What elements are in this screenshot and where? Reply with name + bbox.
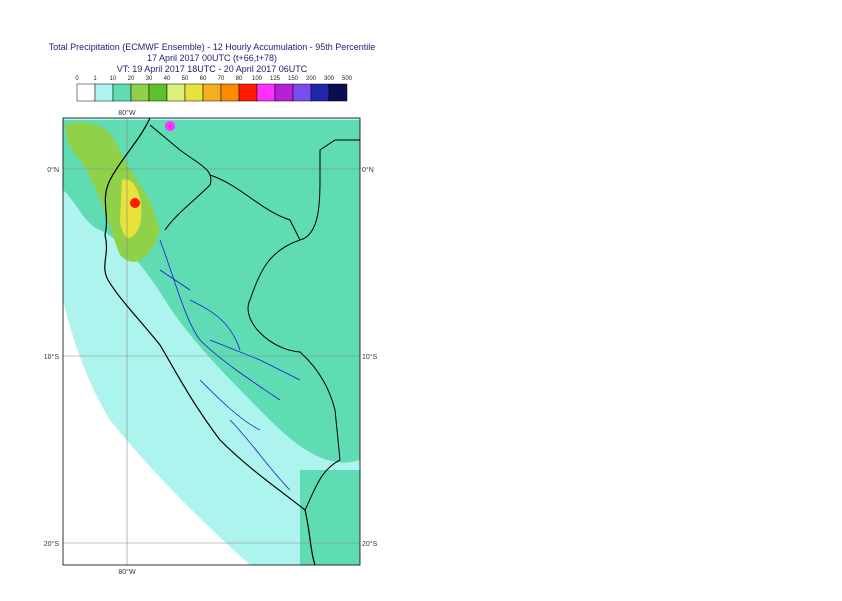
colorbar-label: 80	[236, 76, 243, 82]
colorbar-swatch	[148, 83, 168, 102]
colorbar-swatch	[220, 83, 240, 102]
colorbar-swatch	[256, 83, 276, 102]
lon-label: 80°W	[118, 109, 136, 117]
colorbar-swatch	[130, 83, 150, 102]
moderate-precip	[300, 470, 360, 565]
colorbar-label: 10	[110, 76, 117, 82]
colorbar-swatch	[166, 83, 186, 102]
map-frame	[62, 117, 361, 566]
province-borders	[159, 239, 301, 491]
title: Total Precipitation (ECMWF Ensemble) - 1…	[49, 42, 376, 52]
colorbar-label: 125	[270, 76, 281, 82]
colorbar-swatch	[184, 83, 204, 102]
colorbar-label: 1	[93, 76, 97, 82]
colorbar-swatch	[310, 83, 330, 102]
lon-label: 80°W	[118, 568, 136, 576]
coastline	[104, 118, 316, 565]
max-precip	[130, 198, 140, 208]
subtitle: 17 April 2017 00UTC (t+66,t+78)	[147, 53, 277, 63]
lat-label: 10°S	[362, 353, 378, 361]
colorbar-label: 0	[75, 76, 79, 82]
colorbar-label: 70	[218, 76, 225, 82]
colorbar-swatch	[274, 83, 294, 102]
map	[63, 118, 360, 565]
colorbar-label: 50	[182, 76, 189, 82]
colorbar-label: 60	[200, 76, 207, 82]
colorbar-swatch	[76, 83, 96, 102]
lat-label: 0°N	[362, 166, 374, 174]
colorbar-label: 300	[324, 76, 335, 82]
country-borders	[149, 124, 360, 511]
graticule-labels: 0°N 0°N 10°S 10°S 20°S 20°S 80°W 80°W	[44, 109, 378, 576]
colorbar-label: 500	[342, 76, 353, 82]
colorbar-swatch	[292, 83, 312, 102]
valid-time: VT: 19 April 2017 18UTC - 20 April 2017 …	[117, 64, 308, 74]
colorbar-label: 150	[288, 76, 299, 82]
max-precip	[165, 121, 175, 131]
colorbar-label: 40	[164, 76, 171, 82]
colorbar-label: 20	[128, 76, 135, 82]
lat-label: 10°S	[44, 353, 60, 361]
lat-label: 20°S	[44, 540, 60, 548]
colorbar-swatch	[328, 83, 348, 102]
colorbar-label: 100	[252, 76, 263, 82]
colorbar-swatch	[202, 83, 222, 102]
lat-label: 20°S	[362, 540, 378, 548]
very-heavy-precip	[120, 179, 142, 238]
colorbar: 0 1 10 20 30 40 50 60 70 80 100 125 150 200 300 500	[75, 76, 353, 102]
colorbar-label: 30	[146, 76, 153, 82]
colorbar-label: 200	[306, 76, 317, 82]
colorbar-swatch	[112, 83, 132, 102]
lat-label: 0°N	[47, 166, 59, 174]
colorbar-swatch	[94, 83, 114, 102]
colorbar-swatch	[238, 83, 258, 102]
